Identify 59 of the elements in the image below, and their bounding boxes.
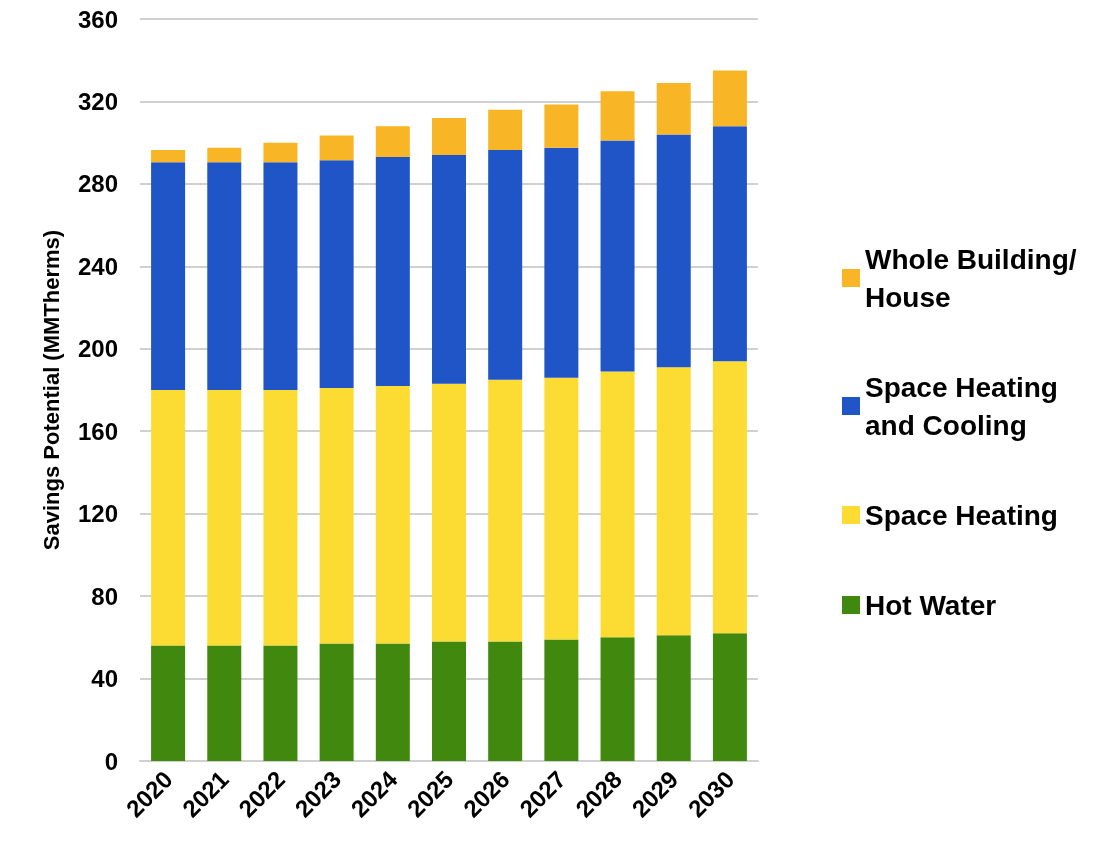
- y-tick-label: 40: [91, 665, 118, 693]
- bar: [544, 104, 579, 148]
- y-tick-label: 360: [77, 5, 118, 33]
- bar: [263, 142, 298, 163]
- bar: [544, 639, 579, 761]
- bar: [600, 637, 635, 761]
- bar: [600, 140, 635, 372]
- bar: [600, 91, 635, 141]
- y-tick-label: 120: [77, 500, 118, 528]
- y-tick-label: 0: [104, 747, 118, 775]
- y-tick-label: 280: [77, 170, 118, 198]
- bar: [263, 645, 298, 761]
- bar: [151, 645, 186, 761]
- bar: [712, 633, 747, 761]
- bar: [488, 641, 523, 761]
- bar: [375, 385, 410, 644]
- bar: [656, 82, 691, 135]
- bar: [151, 149, 186, 163]
- bar: [656, 134, 691, 368]
- legend-label: Hot Water: [865, 589, 997, 621]
- legend-label: Whole Building/House: [865, 243, 1077, 313]
- bar: [151, 390, 186, 646]
- bar: [712, 361, 747, 634]
- bar: [432, 383, 466, 642]
- y-tick-label: 160: [77, 417, 118, 445]
- bar: [712, 70, 747, 127]
- bar: [432, 641, 466, 761]
- bar: [375, 126, 410, 158]
- bar: [488, 379, 523, 642]
- bar: [319, 387, 354, 644]
- bar: [207, 390, 242, 646]
- bar: [488, 149, 523, 380]
- bar: [712, 126, 747, 362]
- y-tick-label: 320: [77, 87, 118, 115]
- bar: [432, 117, 466, 156]
- bar: [263, 162, 298, 390]
- bar: [600, 371, 635, 638]
- legend-label: Space Heating and Cooling: [865, 371, 1066, 441]
- bar: [319, 160, 354, 388]
- bar: [544, 377, 579, 640]
- bar: [263, 390, 298, 646]
- y-tick-label: 240: [77, 252, 118, 280]
- y-tick-label: 80: [91, 582, 118, 610]
- bar: [375, 643, 410, 761]
- bar: [207, 147, 242, 163]
- bar: [207, 645, 242, 761]
- bar: [656, 635, 691, 761]
- bar: [375, 157, 410, 386]
- bar: [319, 135, 354, 161]
- bar: [319, 643, 354, 761]
- y-axis-title: Savings Potential (MMTherms): [38, 229, 64, 551]
- bar: [151, 162, 186, 390]
- y-tick-label: 200: [77, 335, 118, 363]
- legend-label: Space Heating: [865, 499, 1058, 531]
- bar: [432, 155, 466, 384]
- bar: [207, 162, 242, 390]
- bar: [656, 367, 691, 636]
- bar: [544, 147, 579, 378]
- bar: [488, 109, 523, 150]
